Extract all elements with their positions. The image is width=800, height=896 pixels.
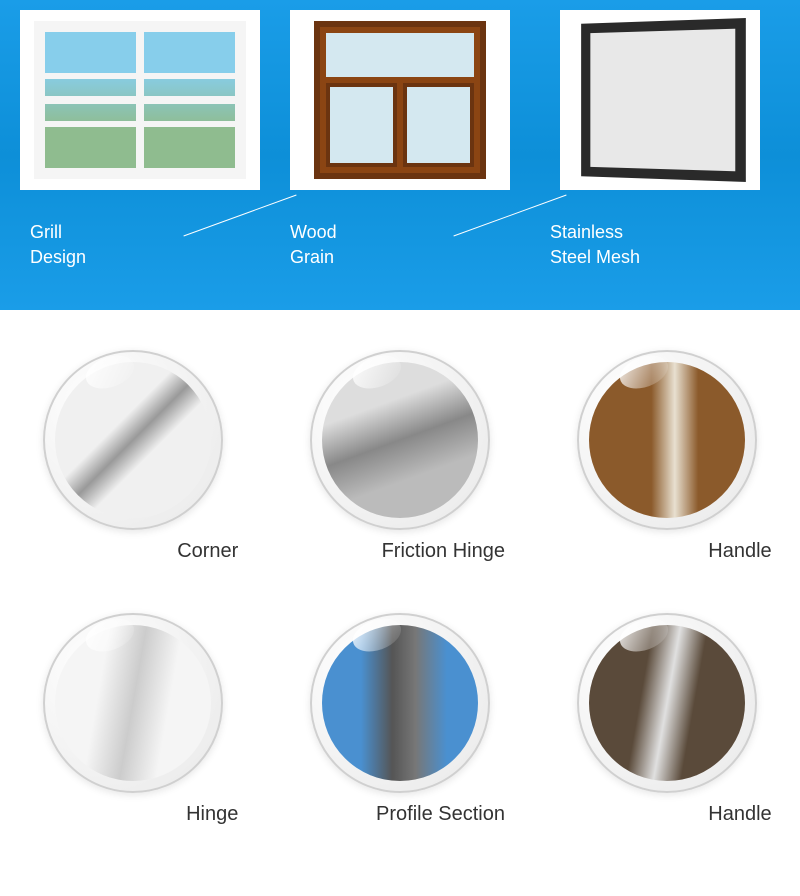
- detail-label: Handle: [708, 803, 791, 826]
- label-text: Grill: [30, 222, 62, 242]
- detail-item-handle-1: Handle: [542, 350, 792, 563]
- label-text: Grain: [290, 247, 334, 267]
- detail-image-friction-hinge: [310, 350, 490, 530]
- detail-label: Profile Section: [376, 803, 525, 826]
- top-product-row: Grill Design Wood Grain Stainless: [20, 10, 780, 270]
- label-text: Wood: [290, 222, 337, 242]
- detail-label: Handle: [708, 540, 791, 563]
- detail-item-handle-2: Handle: [542, 613, 792, 826]
- detail-label: Hinge: [186, 803, 258, 826]
- product-label-grill: Grill Design: [20, 220, 86, 270]
- product-image-wood: [290, 10, 510, 190]
- product-card-wood: Wood Grain: [280, 10, 520, 270]
- top-feature-banner: Grill Design Wood Grain Stainless: [0, 0, 800, 310]
- detail-item-corner: Corner: [8, 350, 258, 563]
- detail-item-hinge: Hinge: [8, 613, 258, 826]
- product-image-grill: [20, 10, 260, 190]
- product-label-wood: Wood Grain: [280, 220, 337, 270]
- product-image-steel: [560, 10, 760, 190]
- product-label-steel: Stainless Steel Mesh: [540, 220, 640, 270]
- product-card-steel: Stainless Steel Mesh: [540, 10, 780, 270]
- detail-image-handle-2: [577, 613, 757, 793]
- circle-row-1: Corner Friction Hinge Handle: [0, 350, 800, 563]
- detail-label: Friction Hinge: [382, 540, 525, 563]
- circle-row-2: Hinge Profile Section Handle: [0, 613, 800, 826]
- detail-image-handle-1: [577, 350, 757, 530]
- label-text: Stainless: [550, 222, 623, 242]
- product-card-grill: Grill Design: [20, 10, 260, 270]
- detail-item-friction-hinge: Friction Hinge: [275, 350, 525, 563]
- detail-image-hinge: [43, 613, 223, 793]
- detail-gallery: Corner Friction Hinge Handle Hinge Pr: [0, 310, 800, 896]
- label-text: Steel Mesh: [550, 247, 640, 267]
- label-text: Design: [30, 247, 86, 267]
- detail-image-corner: [43, 350, 223, 530]
- detail-image-profile: [310, 613, 490, 793]
- detail-item-profile: Profile Section: [275, 613, 525, 826]
- detail-label: Corner: [177, 540, 258, 563]
